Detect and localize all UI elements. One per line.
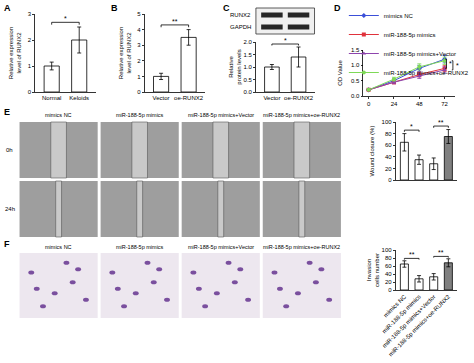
svg-text:2: 2: [28, 37, 32, 43]
svg-text:0: 0: [388, 177, 392, 183]
svg-text:miR-188-5p mimics+oe-RUNX2: miR-188-5p mimics+oe-RUNX2: [387, 293, 451, 357]
svg-text:mimics NC: mimics NC: [45, 112, 72, 118]
svg-text:miR-188-5p mimics+Vector: miR-188-5p mimics+Vector: [384, 51, 456, 57]
svg-text:0: 0: [367, 101, 371, 107]
svg-text:1.0: 1.0: [244, 64, 253, 70]
svg-text:miR-188-5p mimics+oe-RUNX2: miR-188-5p mimics+oe-RUNX2: [384, 70, 469, 76]
svg-text:oe-RUNX2: oe-RUNX2: [284, 95, 314, 101]
svg-text:RUNX2: RUNX2: [230, 12, 251, 18]
svg-text:*: *: [284, 37, 287, 44]
svg-text:80: 80: [385, 131, 392, 137]
svg-text:C: C: [223, 3, 230, 13]
svg-text:miR-188-5p mimics+Vector: miR-188-5p mimics+Vector: [188, 244, 254, 250]
svg-text:0.5: 0.5: [244, 77, 253, 83]
svg-text:5: 5: [137, 11, 141, 17]
svg-text:3: 3: [28, 11, 32, 17]
svg-text:2: 2: [137, 58, 141, 64]
svg-text:40: 40: [385, 154, 392, 160]
svg-text:60: 60: [385, 142, 392, 148]
svg-text:Normal: Normal: [42, 95, 61, 101]
svg-text:0.0: 0.0: [244, 89, 253, 95]
svg-text:3: 3: [137, 42, 141, 48]
svg-text:80: 80: [385, 255, 392, 261]
svg-text:Wound closure (%): Wound closure (%): [369, 126, 375, 177]
svg-text:OD Value: OD Value: [337, 60, 343, 86]
svg-text:miR-188-5p mimics+oe-RUNX2: miR-188-5p mimics+oe-RUNX2: [263, 112, 340, 118]
svg-text:E: E: [4, 107, 10, 117]
svg-text:72: 72: [441, 101, 448, 107]
svg-text:1.5: 1.5: [351, 47, 360, 53]
svg-text:4: 4: [137, 27, 141, 33]
svg-text:GAPDH: GAPDH: [230, 24, 251, 30]
svg-text:24: 24: [391, 101, 398, 107]
svg-text:2.0: 2.0: [244, 39, 253, 45]
svg-text:**: **: [172, 18, 178, 25]
svg-text:40: 40: [385, 271, 392, 277]
svg-text:0h: 0h: [6, 147, 13, 153]
svg-text:48: 48: [416, 101, 423, 107]
svg-text:Relative expressionlevel of RU: Relative expressionlevel of RUNX2: [8, 27, 22, 79]
svg-text:20: 20: [385, 279, 392, 285]
svg-text:0.0: 0.0: [351, 93, 360, 99]
svg-text:Keloids: Keloids: [69, 95, 89, 101]
svg-text:Relative expressionlevel of RU: Relative expressionlevel of RUNX2: [118, 27, 132, 79]
svg-text:F: F: [4, 239, 10, 249]
svg-text:Vector: Vector: [263, 95, 280, 101]
svg-text:miR-188-5p mimics: miR-188-5p mimics: [384, 32, 436, 38]
svg-text:24h: 24h: [5, 206, 15, 212]
svg-text:Invasioncells number: Invasioncells number: [366, 253, 380, 287]
svg-text:D: D: [334, 3, 341, 13]
svg-text:0: 0: [28, 89, 32, 95]
svg-text:100: 100: [382, 119, 393, 125]
svg-text:Relativeprotein levels: Relativeprotein levels: [228, 49, 242, 84]
svg-text:miR-188-5p mimics+Vector: miR-188-5p mimics+Vector: [188, 112, 254, 118]
svg-text:mimics NC: mimics NC: [45, 244, 72, 250]
svg-text:1: 1: [137, 74, 141, 80]
svg-text:1.5: 1.5: [244, 52, 253, 58]
svg-text:oe-RUNX2: oe-RUNX2: [174, 95, 204, 101]
svg-text:20: 20: [385, 166, 392, 172]
svg-text:miR-188-5p mimics: miR-188-5p mimics: [116, 244, 164, 250]
svg-text:B: B: [111, 3, 118, 13]
svg-text:Vector: Vector: [153, 95, 170, 101]
svg-text:1.0: 1.0: [351, 62, 360, 68]
svg-text:miR-188-5p mimics+Vector: miR-188-5p mimics+Vector: [381, 294, 436, 349]
svg-text:**: **: [438, 249, 444, 256]
svg-text:60: 60: [385, 263, 392, 269]
svg-text:0.5: 0.5: [351, 78, 360, 84]
svg-text:*: *: [64, 15, 67, 22]
svg-text:0: 0: [137, 89, 141, 95]
svg-text:**: **: [438, 119, 444, 126]
svg-text:mimics NC: mimics NC: [382, 293, 407, 318]
svg-text:100: 100: [382, 247, 393, 253]
svg-text:0: 0: [388, 287, 392, 293]
svg-text:mimics NC: mimics NC: [384, 13, 414, 19]
svg-text:*: *: [456, 62, 459, 69]
svg-text:A: A: [4, 3, 11, 13]
svg-text:*: *: [410, 123, 413, 130]
svg-text:*: *: [449, 60, 452, 67]
svg-text:miR-188-5p mimics: miR-188-5p mimics: [116, 112, 164, 118]
svg-text:1: 1: [28, 63, 32, 69]
svg-text:**: **: [409, 251, 415, 258]
svg-text:miR-188-5p mimics+oe-RUNX2: miR-188-5p mimics+oe-RUNX2: [263, 244, 340, 250]
svg-text:miR-188-5p mimics: miR-188-5p mimics: [381, 294, 422, 335]
